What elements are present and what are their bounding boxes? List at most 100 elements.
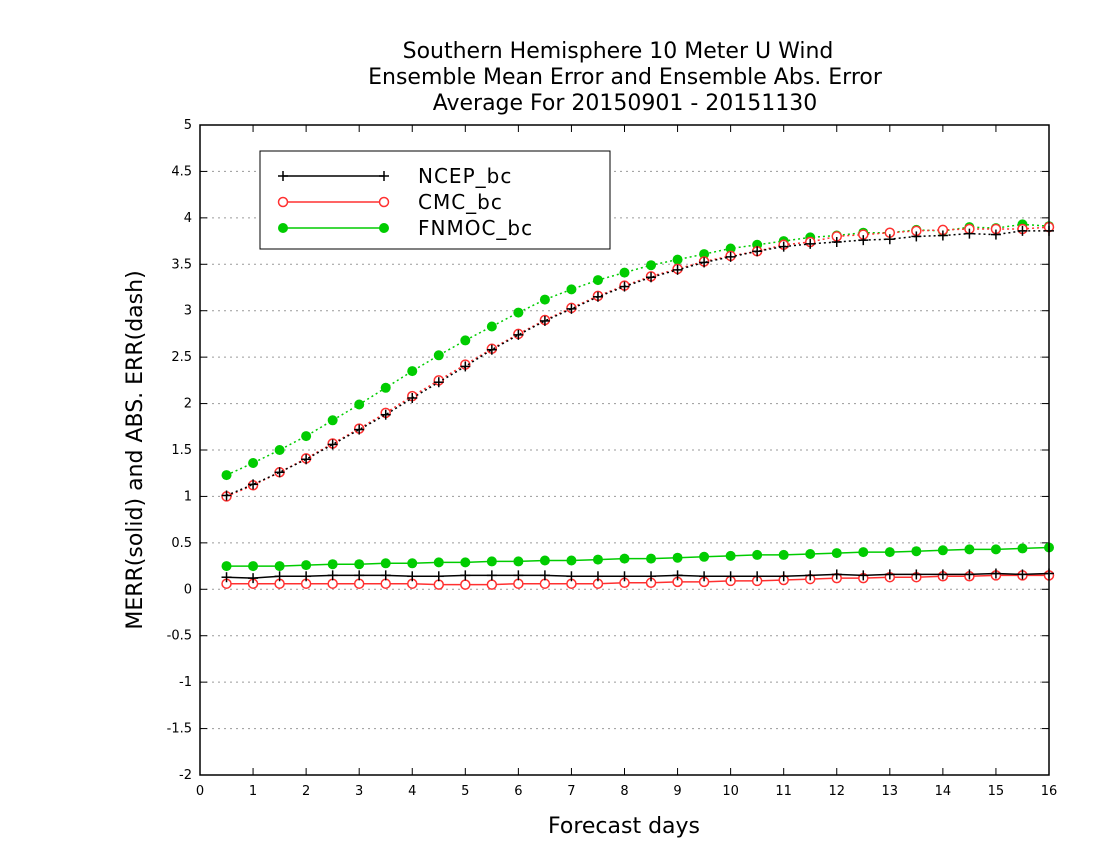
series-fnmoc-bc-mean-error-point [592, 554, 603, 565]
series-ncep-bc-mean-error-point [301, 571, 312, 582]
series-ncep-bc-mean-error-point [433, 571, 444, 582]
x-tick-label: 2 [302, 784, 310, 799]
series-ncep-bc-abs-error-point [433, 377, 444, 388]
series-ncep-bc-mean-error-point [884, 569, 895, 580]
series-fnmoc-bc-mean-error-point [513, 556, 524, 567]
x-tick-label: 9 [673, 784, 681, 799]
chart-title-line-3: Average For 20150901 - 20151130 [433, 91, 818, 116]
series-fnmoc-bc-mean-error-point [646, 553, 657, 564]
series-ncep-bc-abs-error-point [513, 329, 524, 340]
legend-marker-cmc-bc [277, 196, 289, 208]
series-fnmoc-bc-mean-error-point [460, 557, 471, 568]
series-ncep-bc-mean-error-point [964, 569, 975, 580]
series-ncep-bc-abs-error-point [566, 303, 577, 314]
series-fnmoc-bc-abs-error-point [248, 458, 259, 468]
series-ncep-bc-mean-error-point [911, 569, 922, 580]
series-cmc-bc [221, 221, 1055, 590]
legend-marker-cmc-bc [378, 196, 390, 208]
series-fnmoc-bc-mean-error-point [990, 544, 1001, 555]
series-fnmoc-bc-mean-error-point [301, 560, 312, 571]
axis-ticks: 54.543.532.521.510.50-0.5-1-1.5-20 1 2 3 4 5 6… [167, 118, 1058, 799]
y-tick-label: 0.5 [171, 536, 192, 551]
x-tick-label: 12 [828, 784, 845, 799]
y-tick-label: 3.5 [171, 257, 192, 272]
series-fnmoc-bc-abs-error-point [672, 254, 683, 265]
series-fnmoc-bc-mean-error-point [486, 556, 497, 567]
series-fnmoc-bc-mean-error-point [699, 551, 710, 562]
series-ncep-bc [221, 225, 1054, 584]
legend-label-ncep-bc: NCEP_bc [418, 164, 512, 188]
legend-label-cmc-bc: CMC_bc [418, 190, 503, 214]
y-tick-label: -1 [179, 675, 192, 690]
series-fnmoc-bc-mean-error-point [407, 558, 418, 569]
series-ncep-bc-mean-error-point [858, 570, 869, 581]
series-fnmoc-bc-abs-error-point [301, 431, 312, 442]
x-tick-label: 1 [249, 784, 257, 799]
series-ncep-bc-mean-error-point [778, 571, 789, 582]
x-tick-label: 14 [935, 784, 952, 799]
x-tick-label: 16 [1041, 784, 1058, 799]
series-ncep-bc-abs-error-point [248, 479, 259, 490]
y-tick-label: -2 [179, 768, 192, 783]
legend-box [259, 150, 611, 250]
series-fnmoc-bc-mean-error-point [354, 559, 365, 570]
series-fnmoc-bc-abs-error-point [354, 399, 365, 410]
x-tick-label: 13 [882, 784, 899, 799]
series-ncep-bc-abs-error-point [778, 241, 789, 252]
y-axis-label: MERR(solid) and ABS. ERR(dash) [123, 270, 148, 629]
x-tick-label: 7 [567, 784, 575, 799]
series-ncep-bc-mean-error-point [725, 571, 736, 582]
legend-label-fnmoc-bc: FNMOC_bc [418, 216, 533, 240]
series-fnmoc-bc-abs-error-point [566, 284, 577, 295]
series-ncep-bc-abs-error-point [221, 490, 232, 501]
series-ncep-bc-abs-error-point [1017, 225, 1028, 236]
chart-title-line-1: Southern Hemisphere 10 Meter U Wind [403, 39, 834, 64]
series-fnmoc-bc-mean-error-point [619, 553, 630, 564]
series-ncep-bc-mean-error-point [619, 571, 630, 582]
series-fnmoc-bc-abs-error-point [592, 275, 603, 286]
series-ncep-bc-mean-error-point [221, 572, 232, 583]
x-tick-label: 10 [722, 784, 739, 799]
x-tick-label: 4 [408, 784, 416, 799]
series-fnmoc-bc-abs-error-point [221, 470, 232, 481]
series-fnmoc-bc-abs-error-point [486, 321, 497, 332]
series-ncep-bc-abs-error-point [327, 439, 338, 450]
series-ncep-bc-mean-error-point [566, 571, 577, 582]
y-tick-label: 2.5 [171, 350, 192, 365]
series-ncep-bc-abs-error-point [964, 228, 975, 239]
series-fnmoc-bc-mean-error-point [752, 549, 763, 560]
series-cmc-bc-mean-error-point [486, 579, 498, 590]
series-fnmoc-bc-mean-error-point [778, 549, 789, 560]
x-tick-label: 5 [461, 784, 469, 799]
series-ncep-bc-abs-error-point [911, 231, 922, 242]
series-cmc-bc-mean-error-point [539, 578, 551, 589]
series-ncep-bc-mean-error-point [990, 568, 1001, 579]
series-ncep-bc-abs-error-point [646, 272, 657, 283]
series-ncep-bc-abs-error-point [858, 235, 869, 246]
series-ncep-bc-mean-error-point [592, 571, 603, 582]
series-ncep-bc-abs-error-line [226, 230, 1049, 497]
series-ncep-bc-mean-error-point [805, 570, 816, 581]
series-fnmoc-bc-abs-error-point [646, 260, 657, 271]
series-ncep-bc-mean-error-point [460, 570, 471, 581]
series-fnmoc-bc-abs-error-line [226, 223, 1050, 476]
series-ncep-bc-abs-error-point [592, 291, 603, 302]
x-axis-label: Forecast days [548, 814, 700, 839]
series-fnmoc-bc-mean-error-point [274, 561, 285, 572]
series-fnmoc-bc-abs-error-point [619, 267, 630, 278]
series-fnmoc-bc-abs-error-point [433, 350, 444, 361]
y-tick-label: 2 [184, 397, 192, 412]
y-tick-label: 3 [184, 304, 192, 319]
series-fnmoc-bc-mean-error-point [672, 552, 683, 563]
series-ncep-bc-mean-error-point [327, 570, 338, 581]
series-fnmoc-bc-mean-error-point [380, 558, 391, 569]
series-cmc-bc-mean-error-point [460, 579, 471, 590]
series-fnmoc-bc [221, 219, 1054, 572]
series-fnmoc-bc-abs-error-point [539, 294, 550, 305]
y-tick-label: 4 [184, 211, 192, 226]
legend-item-fnmoc-bc: FNMOC_bc [278, 216, 533, 240]
series-cmc-bc-mean-error-point [353, 578, 365, 589]
series-fnmoc-bc-mean-error-point [831, 548, 842, 559]
series-fnmoc-bc-mean-error-point [327, 559, 338, 570]
